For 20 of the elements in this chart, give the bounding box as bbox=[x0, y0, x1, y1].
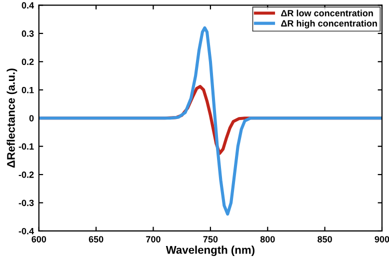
y-tick-label: -0.3 bbox=[18, 200, 34, 206]
x-tick-label: 600 bbox=[32, 236, 46, 242]
x-tick-label: 750 bbox=[203, 236, 218, 242]
y-tick-label: -0.4 bbox=[18, 228, 34, 234]
y-tick-label: 0.4 bbox=[22, 2, 34, 9]
y-tick-label: 0 bbox=[29, 115, 34, 122]
x-tick-label: 900 bbox=[374, 236, 389, 242]
legend-label: ΔR high concentration bbox=[281, 20, 377, 28]
y-tick-label: -0.1 bbox=[18, 143, 34, 150]
x-tick-label: 850 bbox=[318, 236, 332, 242]
legend-label: ΔR low concentration bbox=[281, 10, 373, 16]
x-axis-title: Wavelength (nm) bbox=[166, 246, 254, 256]
y-axis-title: ΔReflectance (a.u.) bbox=[6, 68, 18, 168]
x-tick-label: 800 bbox=[260, 236, 275, 242]
y-tick-label: 0.1 bbox=[22, 86, 34, 94]
x-tick-label: 650 bbox=[88, 236, 104, 242]
y-tick-label: -0.2 bbox=[18, 172, 34, 178]
y-tick-label: 0.3 bbox=[22, 30, 34, 37]
x-tick-label: 700 bbox=[146, 236, 160, 242]
y-tick-label: 0.2 bbox=[22, 58, 34, 66]
